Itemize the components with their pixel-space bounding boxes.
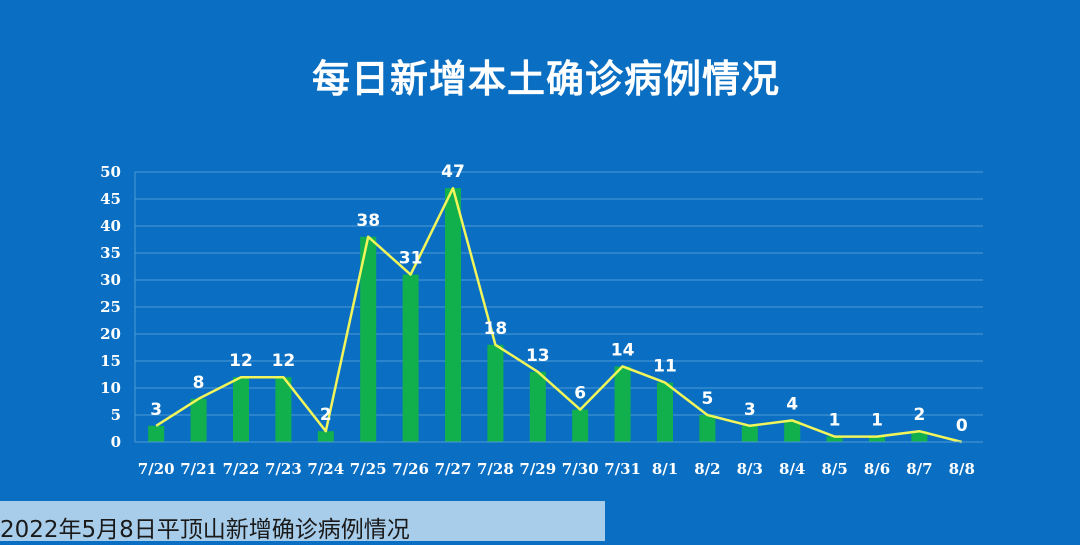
x-tick-label: 7/31 — [604, 460, 641, 478]
x-tick-label: 8/5 — [821, 460, 847, 478]
x-tick-label: 8/2 — [694, 460, 720, 478]
y-tick-label: 0 — [111, 433, 121, 451]
y-tick-label: 35 — [100, 244, 121, 262]
bar — [233, 377, 249, 442]
x-tick-label: 7/27 — [435, 460, 472, 478]
data-label: 2 — [913, 405, 925, 425]
x-tick-label: 7/29 — [519, 460, 556, 478]
bar — [148, 425, 165, 442]
x-tick-label: 7/20 — [138, 460, 175, 478]
caption: 2022年5月8日平顶山新增确诊病例情况 — [0, 517, 410, 543]
x-tick-label: 8/8 — [949, 460, 975, 478]
bar — [190, 398, 207, 442]
chart-title: 每日新增本土确诊病例情况 — [311, 57, 780, 101]
x-tick-label: 8/6 — [864, 460, 890, 478]
data-label: 8 — [193, 373, 205, 393]
data-label: 13 — [526, 346, 550, 366]
bar — [741, 425, 758, 442]
data-label: 3 — [150, 400, 162, 420]
y-tick-label: 5 — [111, 406, 121, 424]
trend-line — [155, 186, 963, 444]
bar — [869, 436, 885, 442]
data-label: 3 — [744, 400, 756, 420]
x-tick-label: 8/1 — [652, 460, 678, 478]
data-label: 31 — [399, 249, 423, 269]
y-tick-label: 30 — [100, 271, 121, 289]
x-tick-label: 7/24 — [307, 460, 344, 478]
y-tick-label: 40 — [100, 217, 121, 235]
trend-line-group — [155, 186, 963, 444]
bar — [487, 344, 504, 442]
x-tick-label: 7/22 — [223, 460, 260, 478]
data-label: 18 — [484, 319, 508, 339]
bar — [699, 415, 716, 442]
bar — [572, 409, 589, 442]
data-label: 12 — [229, 351, 253, 371]
x-axis: 7/20 7/21 7/22 7/23 7/24 7/25 7/26 7/27 7/28 7/29… — [135, 441, 983, 478]
data-label: 12 — [272, 351, 296, 371]
data-label: 5 — [701, 389, 713, 409]
data-label: 0 — [956, 416, 968, 436]
x-tick-label: 7/28 — [477, 460, 514, 478]
bar — [317, 431, 334, 442]
data-label: 11 — [653, 357, 677, 377]
bar — [529, 371, 546, 442]
y-axis: 0 5 10 15 20 25 30 35 40 45 50 — [100, 163, 136, 451]
bar — [614, 366, 631, 442]
bar — [911, 431, 928, 442]
y-tick-label: 50 — [100, 163, 121, 181]
y-tick-label: 20 — [100, 325, 121, 343]
gridlines — [135, 171, 983, 443]
x-tick-label: 7/25 — [350, 460, 387, 478]
x-tick-label: 8/4 — [779, 460, 805, 478]
data-label: 1 — [871, 411, 883, 431]
y-tick-label: 25 — [100, 298, 121, 316]
bar — [445, 188, 461, 442]
bar — [360, 236, 377, 442]
y-tick-label: 15 — [100, 352, 121, 370]
data-label: 6 — [574, 384, 586, 404]
y-tick-label: 10 — [100, 379, 121, 397]
x-tick-label: 7/26 — [392, 460, 429, 478]
data-label: 47 — [441, 162, 465, 182]
x-tick-label: 8/3 — [737, 460, 763, 478]
x-tick-label: 7/21 — [180, 460, 217, 478]
data-label: 38 — [356, 211, 380, 231]
bar — [657, 382, 673, 442]
x-tick-label: 8/7 — [906, 460, 932, 478]
bar — [784, 420, 801, 442]
data-label: 14 — [611, 340, 635, 360]
data-label: 4 — [786, 394, 798, 414]
bar — [402, 274, 419, 442]
data-label: 2 — [320, 405, 332, 425]
bars — [148, 188, 928, 442]
bar — [826, 436, 843, 442]
y-tick-label: 45 — [100, 190, 121, 208]
caption-bar — [0, 501, 605, 541]
bar — [275, 377, 292, 442]
data-label: 1 — [829, 411, 841, 431]
x-tick-label: 7/23 — [265, 460, 302, 478]
x-tick-label: 7/30 — [562, 460, 599, 478]
